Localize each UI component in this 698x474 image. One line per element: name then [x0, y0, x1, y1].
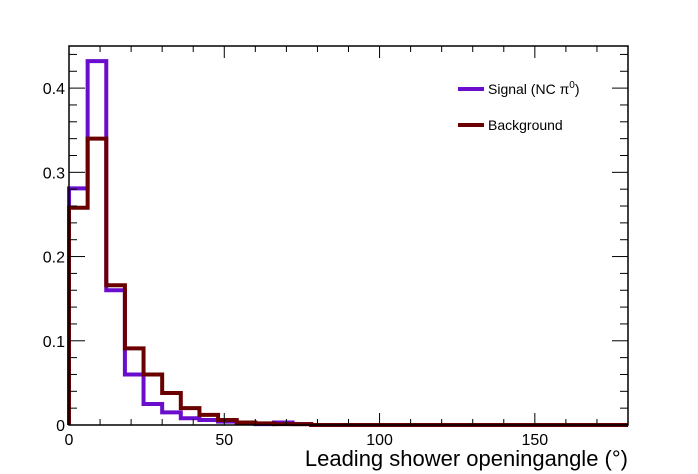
- legend: Signal (NC π0) Background: [458, 80, 579, 133]
- y-tick-label: 0.2: [43, 250, 65, 267]
- x-axis-title: Leading shower openingangle (°): [305, 446, 628, 471]
- ticks-layer: [68, 46, 629, 426]
- plot-frame: [68, 45, 629, 426]
- y-tick-label: 0.1: [43, 334, 65, 351]
- y-tick-label: 0: [56, 418, 65, 435]
- labels-layer: 0 50 100 150 0 0.1 0.2 0.3 0.4: [43, 81, 549, 449]
- legend-label-0: Signal (NC π0): [488, 80, 579, 97]
- legend-label-1: Background: [488, 117, 563, 133]
- x-tick-label: 0: [65, 432, 74, 449]
- x-tick-label: 50: [215, 432, 233, 449]
- y-tick-label: 0.4: [43, 81, 65, 98]
- x-tick-label: 150: [521, 432, 548, 449]
- x-tick-label: 100: [366, 432, 393, 449]
- y-tick-label: 0.3: [43, 165, 65, 182]
- series-line-1: [67, 136, 628, 427]
- series-line-0: [67, 59, 628, 427]
- series-layer: [67, 59, 628, 427]
